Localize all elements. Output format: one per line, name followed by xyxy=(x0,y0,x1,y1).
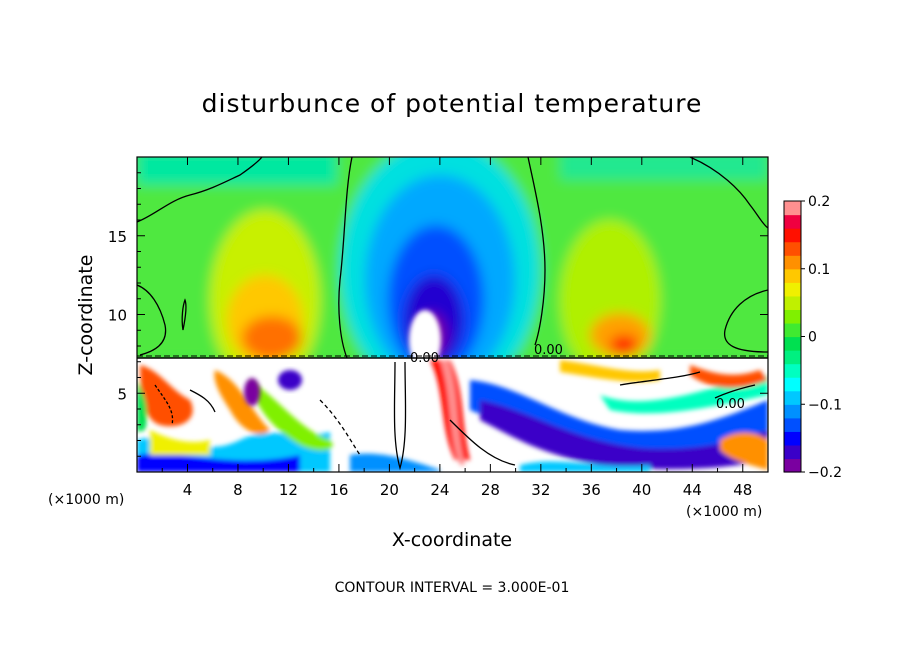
contour-label: 0.00 xyxy=(534,343,563,358)
x-tick-label: 4 xyxy=(183,481,193,499)
chart-title: disturbunce of potential temperature xyxy=(202,89,703,118)
colorbar-tick-label: 0.2 xyxy=(808,194,830,210)
colorbar-swatch xyxy=(784,241,801,256)
x-tick-label: 44 xyxy=(683,481,702,499)
x-unit-left: (×1000 m) xyxy=(48,492,124,508)
x-tick-label: 36 xyxy=(582,481,601,499)
y-tick-label: 15 xyxy=(108,228,127,246)
y-axis-label: Z-coordinate xyxy=(75,255,97,376)
colorbar-swatch xyxy=(784,417,801,432)
colorbar-swatch xyxy=(784,336,801,351)
x-tick-label: 12 xyxy=(279,481,298,499)
lower-field xyxy=(137,358,768,472)
x-axis-label: X-coordinate xyxy=(392,529,512,551)
colorbar-swatch xyxy=(784,295,801,310)
colorbar-tick-label: 0 xyxy=(808,330,817,346)
x-tick-label: 20 xyxy=(380,481,399,499)
colorbar-swatch xyxy=(784,214,801,229)
colorbar-swatch xyxy=(784,390,801,405)
anomaly-core xyxy=(409,310,441,370)
contour-interval-note: CONTOUR INTERVAL = 3.000E-01 xyxy=(335,580,570,596)
colorbar-swatch xyxy=(784,444,801,460)
colorbar-swatch xyxy=(784,322,801,338)
colorbar-swatch xyxy=(784,268,801,283)
x-axis: 4 8 12 16 20 24 28 32 36 40 44 48 xyxy=(161,157,752,499)
x-tick-label: 40 xyxy=(632,481,651,499)
y-tick-label: 5 xyxy=(117,385,127,403)
y-axis: 5 10 15 xyxy=(108,172,768,457)
colorbar-swatch xyxy=(784,458,801,473)
colorbar-tick-label: 0.1 xyxy=(808,262,830,278)
colorbar-swatch xyxy=(784,282,801,297)
contour-label-group: 0.00 0.00 0.00 xyxy=(410,343,745,412)
colorbar-swatch xyxy=(784,404,801,419)
colorbar-tick-label: −0.2 xyxy=(808,465,842,481)
colorbar-tick-label: −0.1 xyxy=(808,397,842,413)
x-tick-label: 48 xyxy=(733,481,752,499)
contour-lines xyxy=(137,157,768,471)
x-tick-label: 28 xyxy=(481,481,500,499)
contour-label: 0.00 xyxy=(716,397,745,412)
colorbar: 0.2 0.1 0 −0.1 −0.2 xyxy=(783,194,842,481)
x-tick-label: 24 xyxy=(430,481,449,499)
colorbar-swatch xyxy=(784,228,801,243)
colorbar-swatch xyxy=(784,255,801,270)
x-tick-label: 32 xyxy=(531,481,550,499)
colorbar-swatch xyxy=(784,201,801,216)
colorbar-swatch xyxy=(784,309,801,324)
colorbar-swatch xyxy=(784,377,801,392)
contour-label: 0.00 xyxy=(410,351,439,366)
plot-area xyxy=(137,157,768,472)
colorbar-swatch xyxy=(784,363,801,378)
colorbar-swatch xyxy=(784,350,801,365)
x-unit-right: (×1000 m) xyxy=(686,504,762,520)
x-tick-label: 16 xyxy=(329,481,348,499)
y-tick-label: 10 xyxy=(108,307,127,325)
colorbar-swatch xyxy=(784,431,801,446)
x-tick-label: 8 xyxy=(233,481,243,499)
upper-field xyxy=(137,157,768,400)
